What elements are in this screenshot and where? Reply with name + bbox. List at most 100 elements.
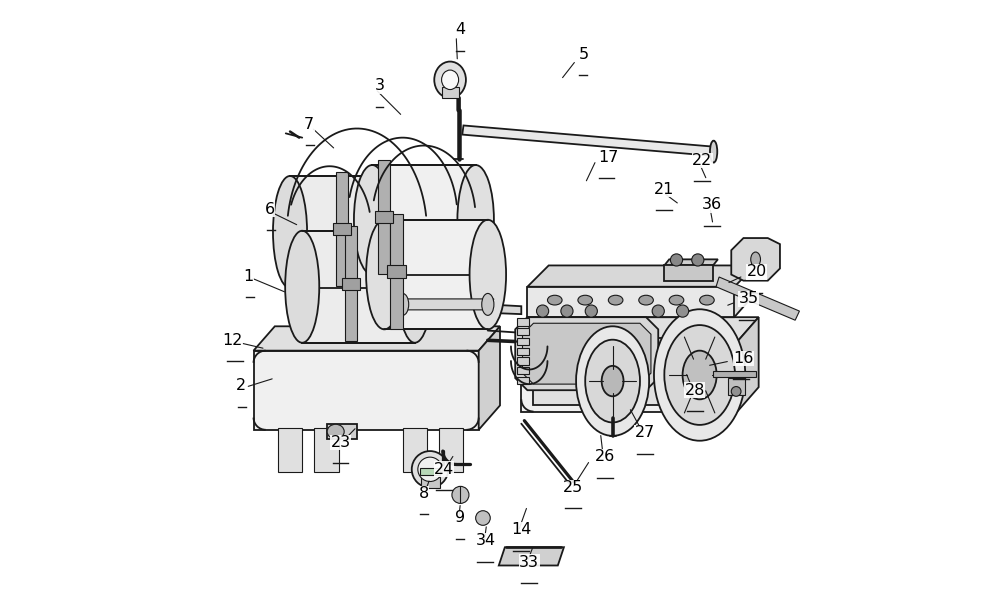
Ellipse shape [386, 176, 420, 288]
Polygon shape [517, 338, 529, 345]
Ellipse shape [434, 62, 466, 98]
Polygon shape [345, 226, 357, 341]
Polygon shape [713, 371, 756, 377]
Polygon shape [378, 160, 390, 274]
Ellipse shape [683, 351, 717, 400]
Polygon shape [664, 265, 713, 281]
Text: 2: 2 [235, 378, 246, 393]
Polygon shape [442, 87, 459, 98]
Polygon shape [499, 547, 564, 565]
Text: 24: 24 [434, 462, 454, 476]
Ellipse shape [654, 309, 745, 440]
Polygon shape [533, 339, 734, 406]
Text: 1: 1 [243, 268, 254, 284]
Polygon shape [517, 377, 529, 384]
Ellipse shape [731, 387, 741, 396]
Ellipse shape [692, 254, 704, 266]
Bar [375, 210, 393, 223]
Ellipse shape [354, 165, 390, 274]
Ellipse shape [670, 254, 683, 266]
Polygon shape [336, 171, 348, 286]
Text: 5: 5 [579, 46, 589, 62]
Text: 8: 8 [419, 486, 429, 501]
Polygon shape [479, 326, 500, 430]
Ellipse shape [608, 295, 623, 305]
Ellipse shape [669, 295, 684, 305]
Ellipse shape [664, 325, 735, 425]
Text: 26: 26 [595, 450, 615, 464]
Ellipse shape [412, 451, 448, 487]
Polygon shape [439, 428, 463, 472]
Ellipse shape [457, 165, 494, 274]
Polygon shape [716, 277, 799, 320]
Ellipse shape [398, 231, 432, 343]
Polygon shape [403, 299, 494, 310]
Polygon shape [327, 424, 357, 439]
Polygon shape [521, 342, 737, 412]
Ellipse shape [366, 220, 403, 329]
Ellipse shape [652, 305, 664, 317]
Bar [387, 265, 406, 278]
Polygon shape [737, 317, 759, 412]
Ellipse shape [397, 293, 409, 315]
Polygon shape [254, 351, 479, 430]
Polygon shape [527, 293, 756, 317]
Polygon shape [731, 238, 780, 281]
Ellipse shape [537, 305, 549, 317]
Ellipse shape [547, 295, 562, 305]
Polygon shape [403, 428, 427, 472]
Polygon shape [517, 348, 529, 355]
Text: 22: 22 [692, 153, 712, 168]
Text: 20: 20 [746, 265, 767, 279]
Text: 25: 25 [563, 480, 583, 495]
Text: 27: 27 [635, 425, 655, 440]
Bar [420, 468, 440, 475]
Text: 34: 34 [475, 533, 495, 548]
Text: 12: 12 [222, 332, 243, 348]
Text: 23: 23 [330, 435, 351, 450]
Ellipse shape [482, 293, 494, 315]
Ellipse shape [576, 326, 649, 436]
Text: 17: 17 [599, 150, 619, 165]
Ellipse shape [273, 176, 307, 288]
Ellipse shape [602, 366, 624, 396]
Polygon shape [521, 317, 759, 342]
Ellipse shape [561, 305, 573, 317]
Ellipse shape [470, 220, 506, 329]
Ellipse shape [418, 457, 442, 481]
Ellipse shape [442, 70, 459, 90]
Ellipse shape [452, 486, 469, 503]
Bar [333, 223, 351, 235]
Polygon shape [527, 265, 756, 287]
Text: 21: 21 [654, 182, 675, 196]
Ellipse shape [710, 141, 717, 163]
Polygon shape [515, 317, 658, 390]
Ellipse shape [476, 511, 490, 525]
Ellipse shape [327, 425, 344, 439]
Polygon shape [290, 176, 403, 288]
Ellipse shape [751, 252, 760, 267]
Polygon shape [728, 378, 745, 395]
Polygon shape [390, 214, 403, 329]
Text: 9: 9 [455, 511, 466, 525]
Bar [342, 278, 360, 290]
Text: 35: 35 [739, 291, 759, 306]
Ellipse shape [639, 295, 653, 305]
Polygon shape [302, 231, 415, 343]
Text: 3: 3 [374, 78, 384, 93]
Ellipse shape [700, 295, 714, 305]
Polygon shape [517, 357, 529, 365]
Polygon shape [523, 323, 651, 384]
Polygon shape [527, 287, 734, 317]
Text: 33: 33 [519, 554, 539, 570]
Polygon shape [476, 304, 521, 314]
Ellipse shape [578, 295, 593, 305]
Polygon shape [462, 126, 715, 156]
Polygon shape [372, 165, 476, 274]
Polygon shape [517, 328, 529, 336]
Text: 6: 6 [265, 202, 275, 217]
Text: 7: 7 [304, 117, 314, 132]
Text: 4: 4 [455, 22, 466, 37]
Polygon shape [664, 259, 718, 265]
Ellipse shape [676, 305, 689, 317]
